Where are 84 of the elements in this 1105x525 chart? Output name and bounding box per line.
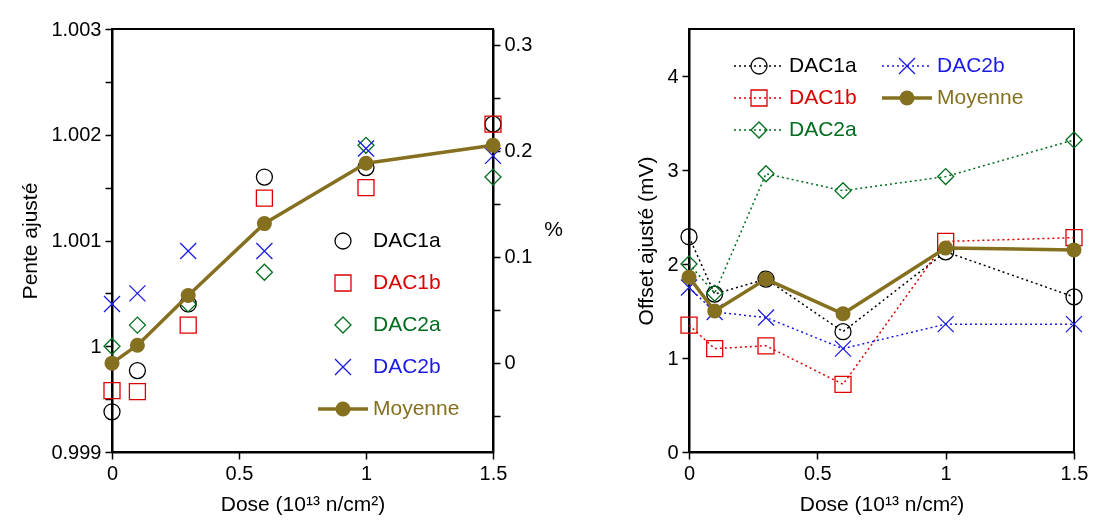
x-tick-label: 1 (940, 461, 952, 484)
point (938, 240, 954, 256)
point (680, 228, 698, 246)
point (680, 316, 698, 334)
x-tick-label: 0.5 (803, 461, 832, 484)
legend-label: DAC2b (937, 53, 1005, 76)
point (104, 355, 120, 371)
y-tick-label: 1.002 (51, 123, 102, 146)
y-tick-label: 1 (90, 334, 102, 357)
x-tick-label: 0 (683, 461, 696, 484)
legend-label: Moyenne (373, 396, 460, 419)
point (103, 337, 121, 355)
x-tick-label: 0.5 (225, 461, 254, 484)
point (937, 232, 955, 251)
y-axis-title: Offset ajusté (mV) (634, 156, 658, 326)
legend-label: DAC2b (373, 354, 441, 377)
y-tick-label: 0 (667, 440, 679, 463)
y-tick-label: 0.999 (51, 440, 102, 463)
point (680, 255, 698, 273)
legend-label: DAC1b (373, 270, 441, 293)
point (179, 242, 197, 260)
point (680, 278, 698, 297)
point (256, 216, 272, 232)
point (128, 383, 147, 401)
point (255, 242, 274, 260)
point (1065, 315, 1083, 333)
x-tick-label: 1.5 (479, 461, 508, 484)
x-axis-title: Dose (10¹³ n/cm²) (220, 491, 386, 515)
point (485, 137, 501, 153)
point (358, 155, 374, 171)
y2-axis-title: % (544, 216, 563, 240)
x-tick-label: 1 (360, 461, 373, 484)
point (103, 295, 121, 313)
point (834, 339, 852, 358)
y-tick-label: 1 (667, 346, 679, 369)
legend-label: Moyenne (937, 85, 1024, 108)
point (103, 382, 121, 400)
x-tick-label: 0 (106, 461, 119, 484)
point (128, 284, 147, 303)
y-tick-label: 1.003 (51, 17, 102, 40)
point (834, 182, 852, 200)
point (1065, 288, 1083, 306)
point (835, 306, 851, 322)
y-axis-title: Pente ajusté (18, 182, 42, 300)
point (937, 315, 955, 333)
point (103, 403, 121, 421)
point (129, 337, 145, 353)
y-tick-label: 4 (667, 64, 679, 87)
point (757, 165, 775, 183)
point (179, 316, 197, 334)
point (757, 337, 775, 355)
point (681, 269, 697, 285)
point (180, 288, 196, 303)
point (357, 178, 375, 197)
point (1065, 131, 1083, 149)
point (937, 167, 955, 186)
point (357, 136, 375, 154)
point (1066, 242, 1082, 258)
point (255, 263, 274, 281)
y-tick-label: 1.001 (51, 229, 102, 251)
legend-label: DAC1b (789, 85, 857, 108)
point (834, 323, 852, 341)
y2-tick-label: 0.3 (504, 33, 533, 56)
point (255, 189, 274, 207)
point (484, 168, 502, 186)
y2-tick-label: 0 (504, 351, 516, 374)
point (255, 168, 274, 186)
point (128, 361, 147, 380)
y2-tick-label: 0.2 (504, 139, 533, 162)
x-axis-title: Dose (10¹³ n/cm²) (799, 491, 965, 515)
point (834, 375, 852, 393)
point (1065, 229, 1083, 247)
point (484, 147, 502, 165)
legend-label: DAC1a (373, 228, 442, 251)
legend-label: DAC2a (373, 312, 442, 335)
point (128, 316, 147, 334)
point (757, 308, 775, 327)
legend-label: DAC2a (789, 117, 858, 140)
x-tick-label: 1.5 (1060, 461, 1089, 484)
y-tick-label: 2 (667, 252, 679, 275)
y2-tick-label: 0.1 (504, 245, 533, 268)
legend-label: DAC1a (789, 53, 858, 76)
y-tick-label: 3 (667, 158, 679, 181)
point (706, 339, 724, 358)
